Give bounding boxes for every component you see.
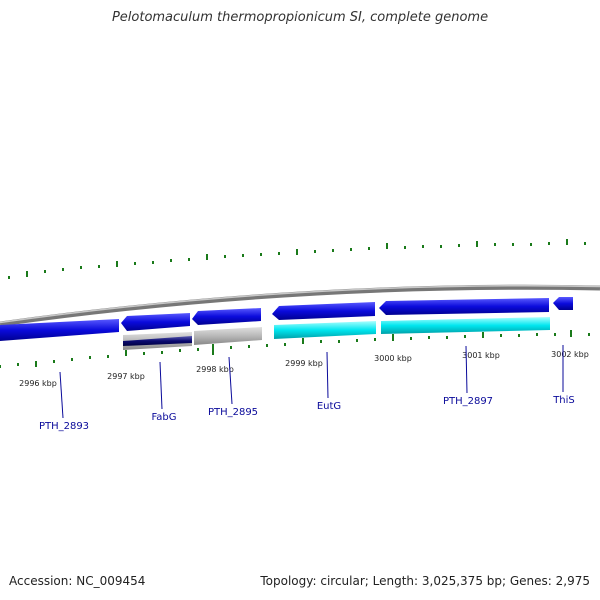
tick-label: 3001 kbp (462, 351, 500, 360)
gene-label[interactable]: PTH_2893 (39, 421, 89, 432)
tick-label: 3002 kbp (551, 350, 589, 359)
gene-row-forward (123, 317, 550, 350)
gene-feature[interactable] (192, 308, 261, 325)
accession-text: Accession: NC_009454 (9, 574, 146, 588)
gene-feature[interactable] (553, 297, 573, 310)
gene-label[interactable]: ThiS (552, 395, 575, 406)
genome-summary-text: Topology: circular; Length: 3,025,375 bp… (260, 574, 590, 588)
gene-label[interactable]: FabG (151, 412, 176, 423)
gene-label[interactable]: PTH_2897 (443, 396, 493, 407)
gene-feature[interactable] (272, 302, 375, 320)
genome-title: Pelotomaculum thermopropionicum SI, comp… (111, 10, 489, 25)
tick-label: 3000 kbp (374, 354, 412, 363)
gene-feature[interactable] (123, 336, 192, 346)
gene-feature[interactable] (194, 327, 262, 345)
gene-feature[interactable] (274, 321, 376, 339)
gene-label[interactable]: EutG (317, 401, 341, 412)
genome-backbone (0, 284, 600, 327)
gene-leaders (59, 345, 564, 419)
tick-label: 2998 kbp (196, 365, 234, 374)
tick-label: 2996 kbp (19, 379, 57, 388)
inner-tick-track (0, 330, 590, 368)
gene-feature[interactable] (381, 317, 550, 334)
gene-feature[interactable] (0, 319, 119, 341)
gene-row-reverse (0, 297, 573, 341)
gene-feature[interactable] (379, 298, 549, 315)
tick-label: 2999 kbp (285, 359, 323, 368)
gene-feature[interactable] (121, 313, 190, 331)
gene-label[interactable]: PTH_2895 (208, 407, 258, 418)
tick-label: 2997 kbp (107, 372, 145, 381)
outer-tick-track (8, 239, 586, 279)
